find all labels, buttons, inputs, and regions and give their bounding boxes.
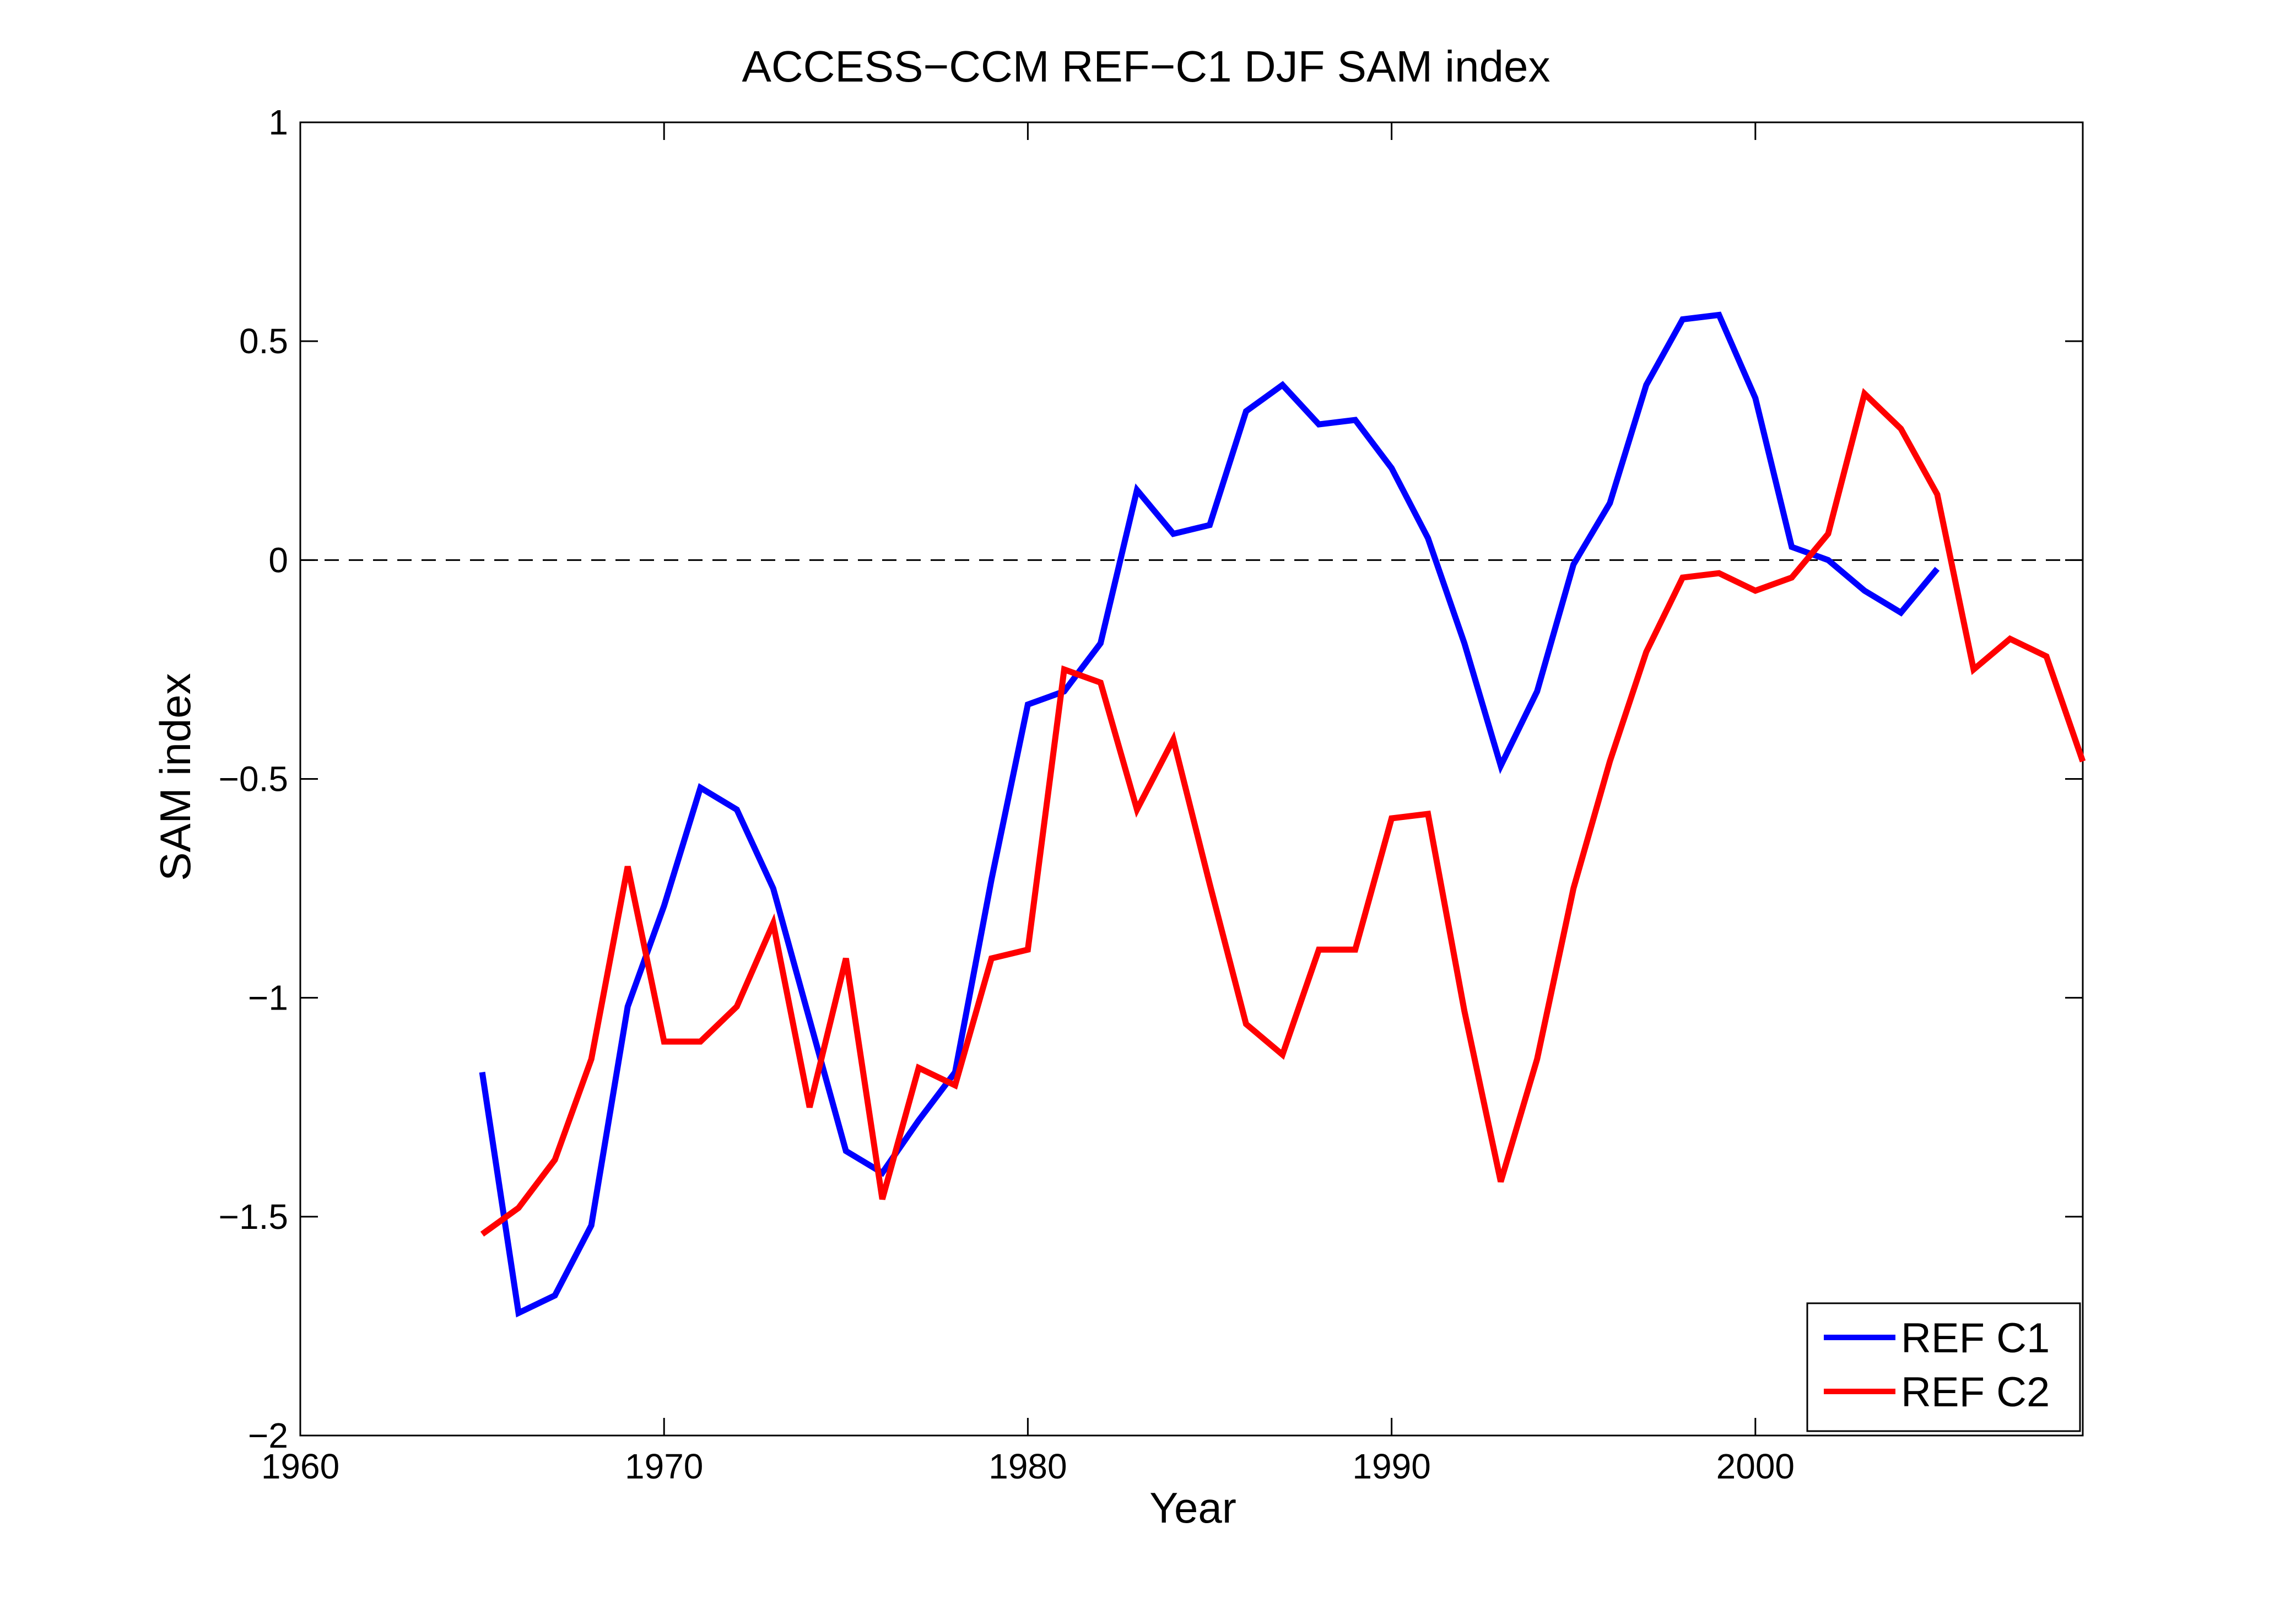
series-line-ref-c1 — [479, 311, 1940, 1318]
legend-label-ref-c1: REF C1 — [1901, 1315, 2050, 1362]
y-tick-label: −2 — [248, 1416, 288, 1455]
chart-title: ACCESS−CCM REF−C1 DJF SAM index — [742, 42, 1550, 91]
series-line-ref-c2 — [480, 388, 2086, 1237]
y-tick-label: −1.5 — [219, 1197, 288, 1237]
y-tick-label: −1 — [248, 978, 288, 1018]
legend-box — [1806, 1302, 2081, 1432]
tick-labels: 1960 1970 1980 1990 2000 −2 −1.5 −1 −0.5 0 0.5 1 — [219, 102, 1795, 1486]
x-axis-label: Year — [1149, 1483, 1236, 1532]
x-tick-label: 1970 — [625, 1447, 703, 1486]
x-tick-label: 1990 — [1352, 1447, 1430, 1486]
y-axis-label: SAM index — [151, 673, 199, 881]
legend: REF C1 REF C2 — [1806, 1302, 2081, 1432]
y-tick-label: 0.5 — [239, 321, 288, 361]
x-tick-label: 2000 — [1716, 1447, 1795, 1486]
y-tick-label: 0 — [268, 540, 288, 580]
legend-label-ref-c2: REF C2 — [1901, 1369, 2050, 1416]
x-tick-label: 1980 — [988, 1447, 1067, 1486]
series-lines — [479, 311, 2086, 1318]
y-tick-label: −0.5 — [219, 759, 288, 799]
plot-area: 1960 1970 1980 1990 2000 −2 −1.5 −1 −0.5 0 0.5 1 — [219, 102, 2086, 1486]
x-tick-label: 1960 — [261, 1447, 339, 1486]
y-tick-label: 1 — [268, 102, 288, 142]
